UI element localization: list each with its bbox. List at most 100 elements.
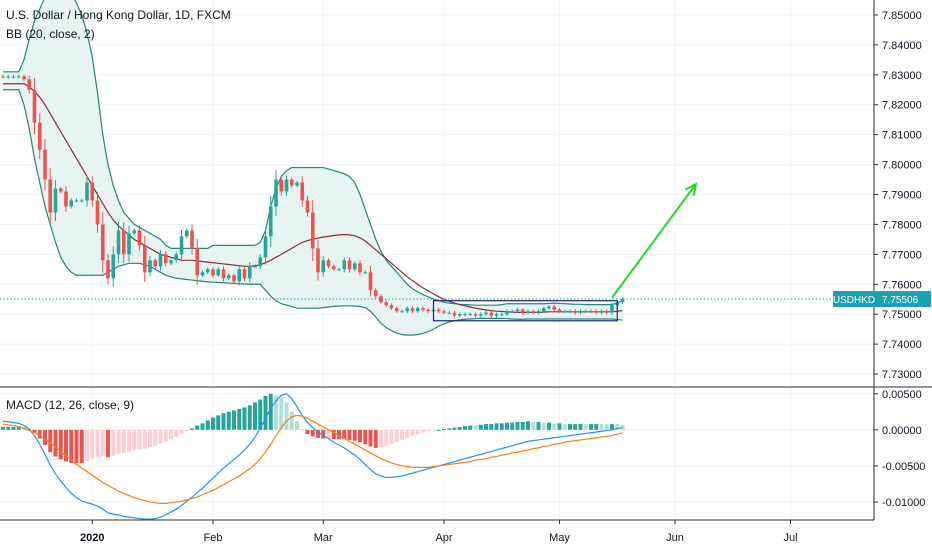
macd-histogram-bar [279, 397, 284, 430]
candle-body [305, 200, 310, 213]
price-tick-label: 7.74000 [882, 339, 922, 351]
macd-histogram-bar [368, 429, 373, 447]
macd-histogram-bar [457, 426, 462, 430]
macd-histogram-bar [242, 407, 247, 430]
candle-up [536, 309, 541, 315]
candle-body [90, 182, 95, 201]
macd-histogram-bar [205, 420, 210, 430]
candle-down [436, 307, 441, 313]
candle-body [11, 76, 16, 78]
macd-histogram-bar [405, 429, 410, 438]
candle-down [452, 310, 457, 318]
candle-body [436, 309, 441, 312]
macd-histogram-bar [331, 429, 336, 440]
macd-histogram-bar [358, 429, 362, 443]
candle-up [599, 309, 604, 315]
candle-down [142, 235, 147, 282]
candle-body [121, 230, 126, 255]
macd-histogram-bar [263, 395, 268, 430]
candle-body [573, 311, 578, 313]
macd-histogram-bar [342, 429, 347, 440]
candle-body [48, 179, 53, 213]
candle-down [279, 175, 284, 196]
macd-histogram-bar [541, 422, 546, 430]
candle-body [153, 260, 158, 267]
candle-body [132, 230, 137, 234]
bb-indicator-legend[interactable]: BB (20, close, 2) [6, 27, 95, 41]
candle-body [536, 311, 541, 313]
candle-body [158, 254, 163, 267]
candle-body [27, 79, 32, 90]
macd-histogram-bar [174, 429, 179, 438]
macd-histogram-bar [100, 429, 105, 457]
macd-histogram-bar [431, 429, 436, 431]
candle-up [205, 267, 210, 275]
candle-up [515, 307, 520, 313]
candle-body [442, 311, 446, 313]
macd-histogram-bar [531, 421, 536, 430]
candle-down [190, 224, 194, 255]
macd-histogram-bar [163, 429, 168, 442]
candle-up [342, 257, 347, 273]
candle-body [111, 254, 116, 279]
candle-up [258, 254, 263, 270]
candle-down [137, 225, 142, 251]
macd-line [2, 393, 623, 520]
candle-body [79, 200, 84, 202]
macd-histogram-bar [258, 399, 263, 430]
candle-down [32, 78, 37, 135]
macd-histogram-bar [247, 405, 252, 430]
candle-body [263, 236, 268, 258]
candle-down [95, 192, 100, 233]
candle-body [16, 76, 21, 78]
candle-body [484, 312, 488, 315]
macd-histogram-bar [211, 417, 215, 430]
candle-body [64, 191, 68, 207]
macd-histogram-bar [615, 424, 620, 430]
candle-up [484, 310, 488, 316]
candle-up [11, 74, 16, 79]
candle-body [310, 212, 315, 249]
price-tick-label: 7.79000 [882, 189, 922, 201]
price-tick-label: 7.77000 [882, 249, 922, 261]
candle-body [58, 188, 63, 192]
macd-indicator-legend[interactable]: MACD (12, 26, close, 9) [6, 398, 135, 412]
candle-body [589, 311, 593, 313]
macd-histogram-bar [153, 429, 158, 446]
candle-body [85, 182, 89, 201]
price-tick-label: 7.85000 [882, 10, 922, 22]
macd-histogram-bar [373, 429, 378, 448]
candle-body [473, 314, 478, 316]
macd-histogram-bar [32, 429, 37, 433]
macd-histogram-bar [394, 429, 399, 443]
macd-histogram-bar [578, 424, 583, 430]
candle-body [116, 230, 121, 255]
candle-up [6, 74, 11, 79]
price-tick-label: 7.84000 [882, 40, 922, 52]
candle-down [242, 266, 247, 282]
macd-histogram-bar [190, 428, 194, 430]
candle-down [316, 239, 320, 281]
projection-arrow [611, 183, 697, 299]
macd-histogram-bar [442, 429, 446, 431]
candle-body [547, 306, 551, 309]
last-price-tag [875, 291, 931, 308]
macd-histogram-bar [562, 424, 567, 430]
macd-histogram-bar [116, 429, 121, 454]
price-tick-label: 7.81000 [882, 130, 922, 142]
candle-body [594, 311, 599, 313]
candle-body [326, 260, 331, 267]
candle-down [520, 307, 525, 315]
candle-body [452, 312, 457, 316]
macd-histogram-bar [195, 425, 200, 430]
candle-up [463, 312, 467, 316]
candle-body [352, 263, 357, 270]
macd-histogram-bar [316, 429, 320, 438]
signal-line [2, 414, 623, 505]
candle-up [74, 198, 79, 203]
candle-body [463, 314, 467, 316]
candle-body [478, 314, 483, 316]
candle-down [22, 74, 26, 82]
candle-down [211, 267, 215, 278]
